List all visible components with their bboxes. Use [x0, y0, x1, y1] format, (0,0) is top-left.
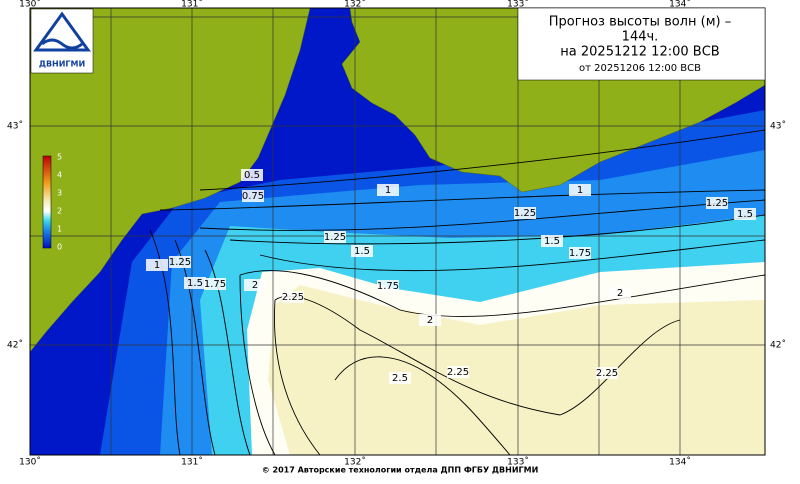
colorbar	[42, 155, 52, 249]
latitude-label: 43˚	[7, 121, 23, 132]
contour-label-bg	[419, 314, 441, 326]
contour-label-bg	[146, 259, 168, 271]
contour-label-bg	[569, 247, 591, 259]
latitude-label: 43˚	[770, 121, 786, 132]
longitude-label: 130˚	[19, 0, 41, 10]
contour-label-bg	[204, 278, 226, 290]
contour-label: 1.25	[324, 232, 346, 243]
title-line: Прогноз высоты волн (м) –	[549, 15, 731, 30]
latitude-label: 42˚	[770, 340, 786, 351]
contour-label: 1	[154, 260, 160, 271]
contour-label: 1.5	[354, 246, 370, 257]
contour-label-bg	[706, 197, 728, 209]
longitude-label: 131˚	[181, 0, 203, 10]
contour-label-bg	[569, 184, 591, 196]
logo: ДВНИГМИ	[30, 8, 94, 74]
colorbar-label: 2	[57, 207, 62, 216]
contour-label: 1.25	[514, 208, 536, 219]
contour-label: 0.5	[244, 170, 260, 181]
contour-label: 0.75	[242, 191, 264, 202]
colorbar-label: 0	[57, 243, 62, 252]
contour-label: 2.5	[392, 373, 408, 384]
longitude-label: 134˚	[669, 457, 691, 468]
longitude-label: 131˚	[181, 457, 203, 468]
longitude-label: 134˚	[669, 0, 691, 10]
contour-label-bg	[377, 184, 399, 196]
latitude-label: 42˚	[7, 340, 23, 351]
contour-label-bg	[596, 367, 618, 379]
longitude-label: 133˚	[507, 457, 529, 468]
contour-label: 2.25	[596, 368, 618, 379]
contour-label-bg	[514, 207, 536, 219]
contour-label-bg	[351, 245, 373, 257]
contour-label: 1.5	[737, 209, 753, 220]
contour-label-bg	[609, 287, 631, 299]
contour-label-bg	[244, 279, 266, 291]
contour-label: 1.25	[706, 198, 728, 209]
contour-label-bg	[389, 372, 411, 384]
contour-label-bg	[734, 208, 756, 220]
longitude-label: 130˚	[19, 457, 41, 468]
contour-label: 1.75	[204, 279, 226, 290]
contour-label-bg	[169, 256, 191, 268]
contour-label: 1.75	[569, 248, 591, 259]
contour-label-bg	[324, 231, 346, 243]
map-frame	[29, 7, 766, 456]
contour-label: 2.25	[447, 367, 469, 378]
contour-label: 1	[577, 185, 583, 196]
contour-label-bg	[241, 169, 263, 181]
longitude-label: 133˚	[507, 0, 529, 10]
longitude-label: 132˚	[344, 0, 366, 10]
contour-label: 1.5	[187, 278, 203, 289]
title-line: 144ч.	[622, 30, 659, 45]
colorbar-label: 5	[57, 153, 62, 162]
contour-label-bg	[447, 366, 469, 378]
title-line: на 20251212 12:00 ВСВ	[560, 45, 719, 60]
contour-label: 2	[252, 280, 258, 291]
contour-label-bg	[282, 291, 304, 303]
logo-text: ДВНИГМИ	[39, 60, 85, 69]
contour-label: 1.75	[377, 281, 399, 292]
contour-label: 1	[385, 185, 391, 196]
contour-label: 1.5	[544, 236, 560, 247]
colorbar-label: 3	[57, 189, 62, 198]
contour-label-bg	[242, 190, 264, 202]
longitude-label: 132˚	[344, 457, 366, 468]
colorbar-label: 1	[57, 225, 62, 234]
contour-label-bg	[541, 235, 563, 247]
contour-label: 2	[427, 315, 433, 326]
contour-label: 1.25	[169, 257, 191, 268]
title-box: Прогноз высоты волн (м) – 144ч. на 20251…	[517, 7, 766, 81]
contour-label: 2.25	[282, 292, 304, 303]
contour-label: 2	[617, 288, 623, 299]
contour-label-bg	[184, 277, 206, 289]
contour-label-bg	[377, 280, 399, 292]
footer: © 2017 Авторские технологии отдела ДПП Ф…	[262, 466, 539, 475]
title-line: от 20251206 12:00 ВСВ	[579, 63, 701, 74]
colorbar-label: 4	[57, 171, 62, 180]
